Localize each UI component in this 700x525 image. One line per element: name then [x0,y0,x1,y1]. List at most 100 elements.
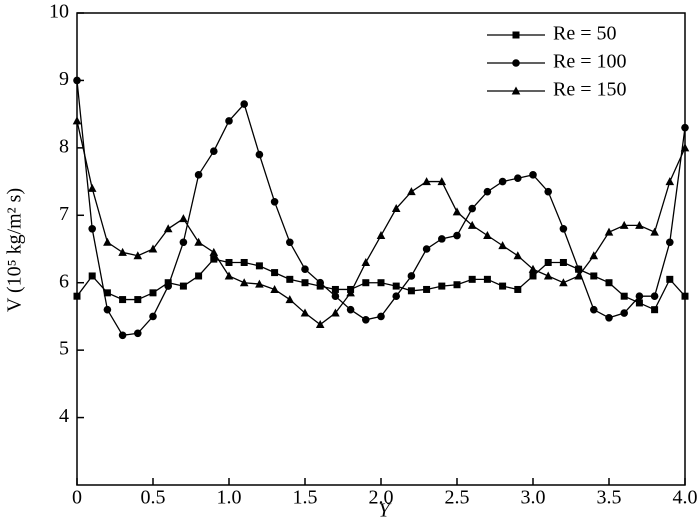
data-point [499,282,507,290]
data-point [651,306,659,314]
legend-label: Re = 150 [553,79,627,101]
data-point [179,282,187,290]
data-point [331,285,339,293]
data-point [73,76,81,85]
data-point [195,272,203,280]
data-point [590,272,598,280]
data-point [544,258,552,266]
data-point [391,204,401,213]
data-point [604,227,614,236]
data-point [468,204,477,213]
data-point [452,207,462,216]
series-line [76,80,686,337]
y-tick-label: 6 [59,270,69,292]
data-point [483,187,492,196]
data-point [149,312,157,321]
data-point [88,272,96,280]
legend-marker [512,31,520,39]
data-point [346,288,355,297]
data-point [87,183,97,192]
data-point [225,258,233,266]
data-point [133,251,143,260]
data-point [574,271,583,280]
y-tick-label: 4 [59,405,69,427]
data-point [453,231,461,240]
x-tick-label: 4.0 [673,487,698,509]
data-point [239,278,249,287]
data-point [255,150,264,159]
data-point [301,279,309,287]
legend-marker [512,59,520,67]
data-point [392,292,401,301]
data-point [362,279,370,287]
data-point [529,171,537,179]
data-point [225,117,233,125]
data-point [619,220,629,229]
x-tick-label: 3.5 [597,487,622,509]
data-point [559,224,568,233]
data-point [209,247,219,256]
x-tick-label: 2.5 [445,487,470,509]
data-point [407,272,416,280]
data-point [315,320,325,329]
data-point [179,238,188,247]
data-point [164,282,172,290]
data-point [665,177,675,186]
data-point [285,295,295,304]
y-tick-label: 8 [59,135,69,157]
data-point [194,237,203,246]
data-point [438,235,446,243]
data-point [240,100,248,108]
data-point [589,251,599,260]
data-point [453,281,461,289]
data-point [438,282,446,290]
data-point [148,244,158,253]
data-point [119,296,127,304]
data-point [301,265,309,274]
legend-marker [511,86,521,95]
data-point [300,308,310,317]
data-point [528,264,538,273]
data-point [423,285,431,293]
data-point [620,309,628,317]
data-point [255,262,263,270]
legend-label: Re = 100 [553,51,627,73]
data-point [134,296,142,304]
data-point [149,289,157,297]
data-point [118,247,127,256]
data-point [271,269,279,277]
data-point [513,251,523,260]
data-point [210,147,218,156]
data-point [650,292,659,301]
data-point [514,174,522,182]
legend-label: Re = 50 [553,23,617,45]
data-point [544,187,552,196]
data-point [72,116,82,125]
data-point [377,279,385,287]
data-point [422,177,431,186]
data-point [605,313,613,322]
data-point [437,177,447,186]
data-point [468,275,476,283]
data-point [543,271,553,280]
data-point [529,272,537,280]
data-point [559,278,568,287]
x-tick-label: 1.0 [217,487,242,509]
data-point [590,305,598,314]
data-point [680,143,690,152]
data-point [224,271,234,280]
data-point [650,227,659,236]
data-point [574,265,583,274]
x-tick-label: 0 [72,487,82,509]
data-point [240,258,248,266]
data-point [103,289,111,297]
data-point [331,292,340,301]
data-point [73,292,81,300]
data-point [635,299,643,307]
data-point [376,231,386,240]
data-point [134,329,142,338]
x-tick-label: 3.0 [521,487,546,509]
data-point [666,275,674,283]
data-point [407,187,416,196]
data-point [467,220,477,229]
